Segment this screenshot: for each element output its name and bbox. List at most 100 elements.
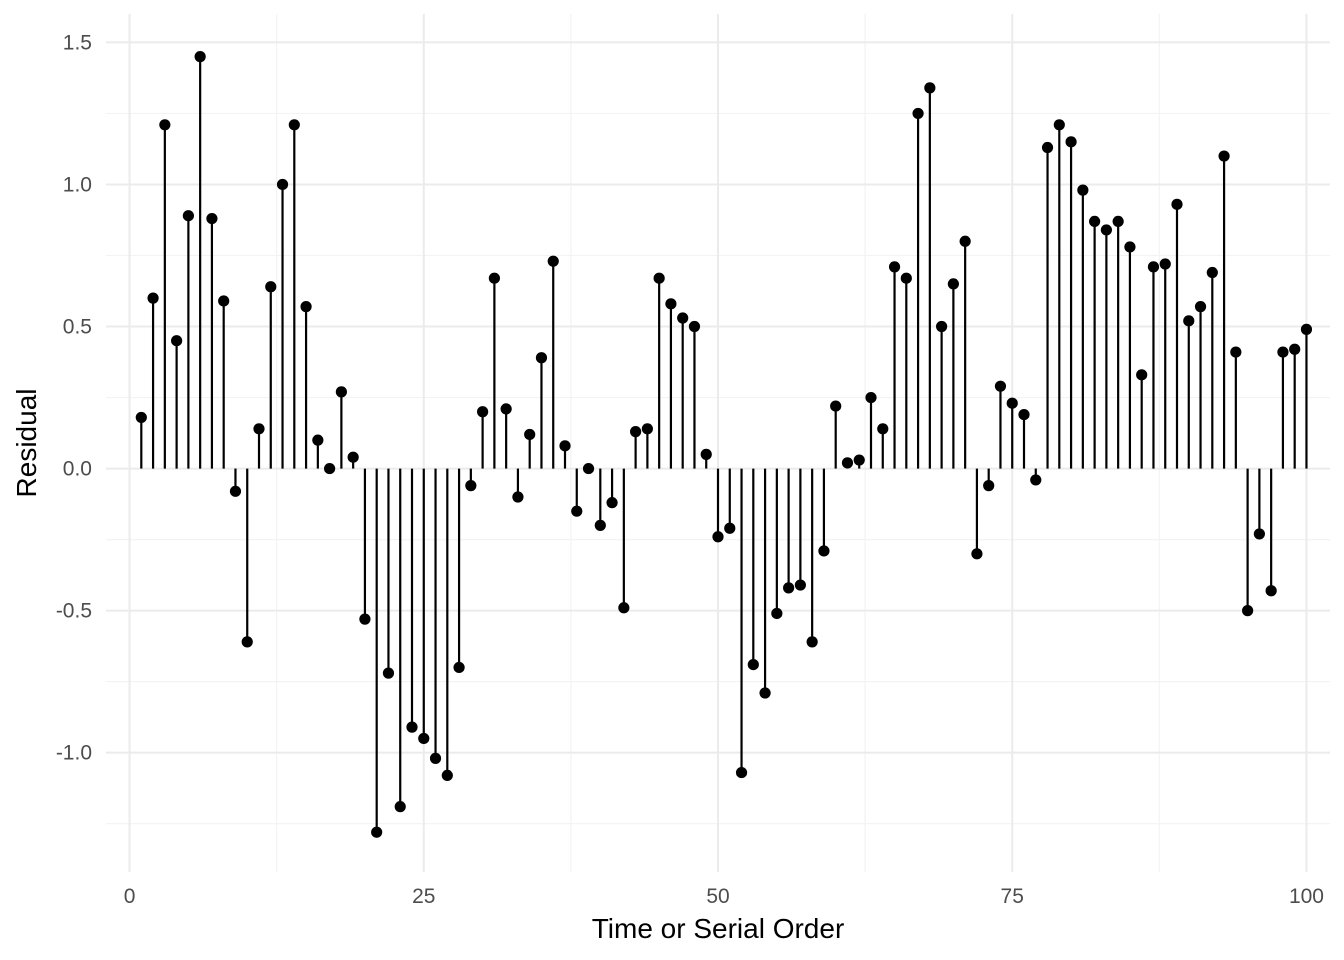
residual-point xyxy=(1124,241,1136,253)
residual-point xyxy=(900,272,912,284)
residual-point xyxy=(571,505,583,517)
residual-point xyxy=(524,428,536,441)
residual-point xyxy=(1183,315,1195,327)
residual-point xyxy=(771,607,783,620)
residual-point xyxy=(406,721,418,733)
y-tick-label: 0.0 xyxy=(63,458,92,481)
residual-point xyxy=(371,826,383,838)
x-axis-title: Time or Serial Order xyxy=(592,913,845,944)
residual-point xyxy=(159,119,171,131)
residual-point xyxy=(335,386,347,398)
residual-point xyxy=(606,497,618,509)
residual-point xyxy=(1171,198,1183,210)
residual-point xyxy=(1053,119,1065,131)
x-tick-label: 0 xyxy=(124,885,136,908)
residual-point xyxy=(1089,215,1101,227)
residual-point xyxy=(229,485,242,497)
residual-point xyxy=(394,801,406,813)
residual-point xyxy=(559,440,571,452)
y-tick-label: 1.5 xyxy=(63,31,92,54)
residual-point xyxy=(830,400,842,412)
residual-point xyxy=(947,278,959,290)
residual-point xyxy=(1147,261,1160,273)
residual-point xyxy=(1018,408,1030,421)
residual-point xyxy=(1289,343,1301,355)
residual-point xyxy=(1277,346,1289,358)
residual-point xyxy=(171,335,183,347)
residual-point xyxy=(888,261,901,273)
residual-point xyxy=(218,295,230,307)
residual-point xyxy=(1206,266,1218,279)
residual-point xyxy=(841,457,854,469)
residual-point xyxy=(206,212,218,225)
tick-label-layer: 0 25 50 75 100 -1.0 -0.5 0.0 0.5 1.0 1.5 xyxy=(56,31,1324,908)
residual-point xyxy=(535,352,548,364)
residual-point xyxy=(1265,585,1277,597)
residual-point xyxy=(1112,215,1124,227)
residual-point xyxy=(1030,474,1042,486)
point-layer xyxy=(135,51,1313,838)
residual-point xyxy=(382,667,395,679)
residual-point xyxy=(924,82,936,94)
x-tick-label: 75 xyxy=(1001,885,1024,908)
residual-point xyxy=(324,462,336,475)
residual-point xyxy=(453,661,465,674)
residual-point xyxy=(135,411,147,424)
residual-point xyxy=(488,272,500,284)
residual-point xyxy=(1100,224,1112,236)
residual-point xyxy=(700,448,712,460)
residual-point xyxy=(665,298,677,310)
residual-point xyxy=(288,119,300,131)
residual-point xyxy=(429,752,442,764)
residual-point xyxy=(465,480,477,492)
residual-point xyxy=(265,281,277,293)
y-tick-label: -0.5 xyxy=(56,600,92,623)
y-axis-title: Residual xyxy=(11,389,42,498)
stem-layer xyxy=(140,56,1308,833)
x-tick-label: 25 xyxy=(412,885,435,908)
residual-point xyxy=(441,769,453,782)
residual-point xyxy=(759,687,771,699)
residual-point xyxy=(418,732,430,745)
y-tick-label: -1.0 xyxy=(56,742,92,765)
residual-point xyxy=(853,454,865,466)
residual-point xyxy=(618,602,630,614)
residual-point xyxy=(347,451,359,463)
residual-point xyxy=(312,434,324,446)
residual-point xyxy=(936,320,948,333)
residual-point xyxy=(677,312,689,324)
residual-point xyxy=(253,423,265,435)
residual-point xyxy=(806,636,818,648)
residual-point xyxy=(994,380,1007,392)
residual-point xyxy=(359,613,371,625)
residual-point xyxy=(500,403,512,415)
residual-point xyxy=(512,491,524,503)
residual-point xyxy=(300,301,312,313)
residual-point xyxy=(1253,528,1265,540)
residual-point xyxy=(983,480,995,492)
residual-point xyxy=(630,426,642,438)
residual-point xyxy=(971,548,983,560)
residual-point xyxy=(712,531,724,543)
residual-point xyxy=(747,659,759,671)
residual-point xyxy=(147,292,159,304)
grid-layer xyxy=(106,14,1330,872)
residual-point xyxy=(783,582,795,594)
residual-point xyxy=(1218,150,1230,162)
residual-point xyxy=(1006,397,1018,409)
residual-point xyxy=(241,636,253,648)
residual-point xyxy=(582,462,595,475)
residual-point xyxy=(1136,369,1148,381)
residual-point xyxy=(1300,323,1313,335)
y-tick-label: 1.0 xyxy=(63,173,92,196)
residual-point xyxy=(594,519,606,531)
residual-point xyxy=(794,579,806,591)
x-tick-label: 50 xyxy=(706,885,729,908)
residual-point xyxy=(1242,605,1254,617)
residual-point xyxy=(1077,184,1089,196)
residual-point xyxy=(641,423,653,435)
residual-point xyxy=(477,406,489,418)
residual-point xyxy=(1159,258,1171,270)
